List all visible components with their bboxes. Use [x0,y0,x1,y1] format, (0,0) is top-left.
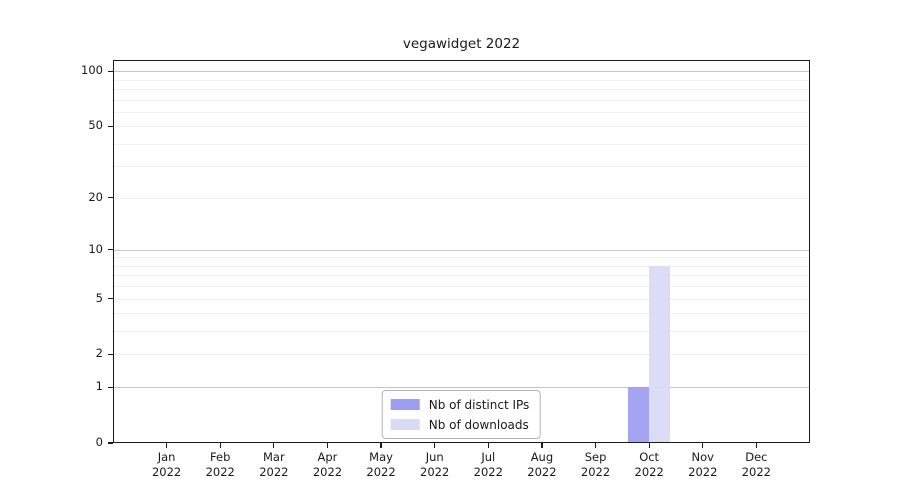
gridline-minor [113,88,810,90]
y-tick-mark [108,353,113,356]
y-tick-label: 5 [95,290,103,305]
x-tick-label: Jul 2022 [473,450,503,479]
x-tick-label: Aug 2022 [527,450,557,479]
gridline-minor [113,166,810,168]
x-tick-mark [434,443,436,448]
gridline-major [113,387,810,389]
gridline-minor [113,275,810,277]
y-tick-mark [108,70,113,72]
y-tick-mark [108,197,113,199]
x-tick-label: Jan 2022 [151,450,182,479]
x-tick-label: Dec 2022 [741,450,772,479]
gridline-minor [113,331,810,333]
bar-nb-of-downloads [649,265,671,443]
gridline-minor [113,197,810,199]
legend-label: Nb of downloads [428,417,529,432]
legend: Nb of distinct IPs Nb of downloads [381,390,541,439]
x-tick-mark [755,443,757,448]
y-tick-label: 1 [95,379,103,394]
y-tick-label: 10 [88,241,103,256]
y-tick-mark [108,442,113,444]
y-tick-label: 20 [88,189,103,204]
legend-row: Nb of downloads [390,416,530,433]
x-tick-mark [380,443,382,448]
bar-nb-of-distinct-ips [628,387,650,443]
y-tick-label: 2 [95,346,103,361]
y-tick-mark [108,386,113,388]
gridline-minor [113,313,810,315]
x-tick-mark [541,443,543,448]
x-tick-mark [273,443,275,448]
gridline-minor [113,99,810,101]
plot-frame [113,60,810,443]
legend-label: Nb of distinct IPs [428,397,530,412]
chart-title: vegawidget 2022 [402,36,521,52]
legend-swatch-icon [390,399,420,410]
gridline-major [113,249,810,251]
y-tick-mark [108,125,113,127]
gridline-major [113,71,810,73]
x-tick-label: Nov 2022 [688,450,718,479]
x-tick-label: Jun 2022 [420,450,450,479]
x-tick-label: Apr 2022 [312,450,343,479]
x-tick-mark [487,443,489,448]
x-tick-label: Oct 2022 [634,450,664,479]
x-tick-label: Mar 2022 [259,450,289,479]
gridline-minor [113,111,810,113]
gridline-minor [113,298,810,300]
gridline-minor [113,79,810,81]
y-tick-label: 50 [88,118,103,133]
y-tick-label: 100 [81,63,103,78]
x-tick-mark [594,443,597,448]
x-tick-label: May 2022 [366,450,396,479]
gridline-minor [113,354,810,356]
x-tick-mark [648,443,650,448]
legend-swatch-icon [390,419,420,430]
x-tick-mark [219,443,221,448]
x-tick-mark [702,443,704,448]
x-tick-mark [326,443,329,448]
legend-row: Nb of distinct IPs [390,396,530,413]
y-tick-mark [108,298,113,300]
x-tick-label: Feb 2022 [205,450,235,479]
y-tick-label: 0 [95,435,103,449]
gridline-minor [113,265,810,267]
gridline-minor [113,126,810,128]
gridline-minor [113,257,810,259]
gridline-minor [113,286,810,288]
y-tick-mark [108,249,113,251]
x-tick-label: Sep 2022 [580,450,611,479]
gridline-minor [113,143,810,145]
x-tick-mark [166,443,168,448]
